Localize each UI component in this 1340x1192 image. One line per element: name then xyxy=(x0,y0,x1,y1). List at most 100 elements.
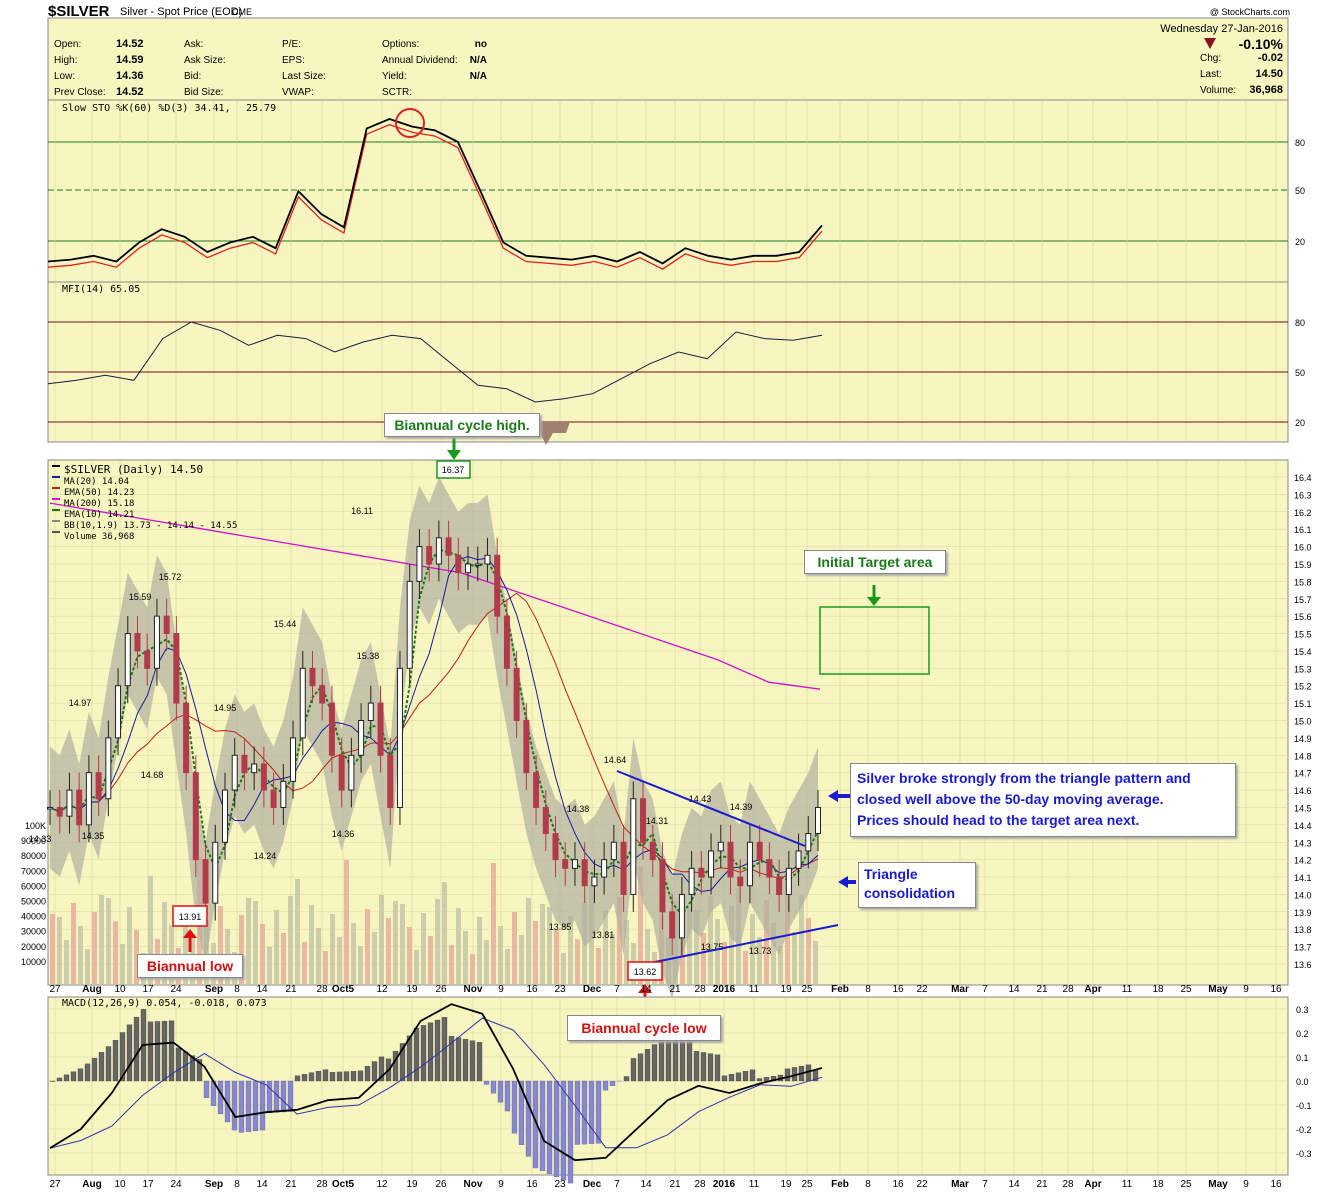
candle-body xyxy=(348,754,355,791)
x-axis-label: Mar xyxy=(951,1179,969,1190)
volume-bar xyxy=(442,882,447,984)
volume-bar xyxy=(64,940,69,984)
volume-bar xyxy=(295,879,300,984)
x-axis-label: 7 xyxy=(982,984,988,995)
macd-histogram-bar xyxy=(91,1057,98,1082)
candle-body xyxy=(503,615,510,669)
volume-bar xyxy=(533,921,538,984)
x-axis-label: 18 xyxy=(1152,1179,1164,1190)
stat-label: Last: xyxy=(1200,69,1222,80)
x-axis-label: 14 xyxy=(1008,1179,1020,1190)
macd-histogram-bar xyxy=(147,1021,154,1082)
macd-histogram-bar xyxy=(203,1080,210,1098)
macd-histogram-bar xyxy=(742,1071,749,1082)
macd-histogram-bar xyxy=(448,1035,455,1082)
volume-bar xyxy=(505,949,510,984)
candle-body xyxy=(173,633,180,704)
volume-bar xyxy=(491,863,496,984)
candle-body xyxy=(367,702,374,721)
exchange: CME xyxy=(232,7,252,17)
x-axis-label: 19 xyxy=(780,984,792,995)
x-axis-label: 12 xyxy=(376,984,388,995)
macd-histogram-bar xyxy=(560,1080,567,1181)
volume-bar xyxy=(239,915,244,984)
candle-body xyxy=(659,859,666,913)
candle-body xyxy=(76,789,83,826)
candle-body xyxy=(533,772,540,808)
stat-value: no xyxy=(475,39,487,50)
info-panel xyxy=(47,17,1289,101)
mfi-label: MFI(14) 65.05 xyxy=(62,284,140,295)
candle-body xyxy=(56,806,63,817)
sto-panel xyxy=(47,99,1289,283)
price-data-label: 15.38 xyxy=(357,651,380,661)
target-area-box xyxy=(819,606,930,675)
x-axis-label: 27 xyxy=(49,984,61,995)
macd-histogram-bar xyxy=(623,1076,630,1082)
price-tick-label: 13.7 xyxy=(1294,943,1312,953)
x-axis-label: 22 xyxy=(916,1179,928,1190)
price-tick-label: 13.8 xyxy=(1294,925,1312,935)
volume-bar xyxy=(561,953,566,984)
triangle-lower-line xyxy=(649,924,839,964)
macd-histogram-bar xyxy=(357,1070,364,1082)
macd-histogram-bar xyxy=(168,1020,175,1082)
candle-body xyxy=(358,720,365,756)
macd-histogram-bar xyxy=(665,1038,672,1082)
macd-histogram-bar xyxy=(420,1025,427,1082)
x-axis-label: Aug xyxy=(82,1179,101,1190)
x-axis-label: 8 xyxy=(234,1179,240,1190)
candle-body xyxy=(309,667,316,687)
price-tick-label: 14.8 xyxy=(1294,751,1312,761)
price-tick-label: 15.3 xyxy=(1294,664,1312,674)
candle-body xyxy=(708,850,715,878)
initial-target-note: Initial Target area xyxy=(804,550,946,574)
target-arrowhead-icon xyxy=(867,597,881,606)
candle-body xyxy=(115,685,122,739)
volume-bar xyxy=(113,921,118,984)
legend-swatch xyxy=(52,509,60,511)
macd-histogram-bar xyxy=(238,1080,245,1133)
volume-bar xyxy=(512,912,517,984)
price-tick-label: 14.1 xyxy=(1294,873,1312,883)
price-tick-label: 16.1 xyxy=(1294,525,1312,535)
macd-histogram-bar xyxy=(98,1052,105,1082)
macd-histogram-bar xyxy=(392,1050,399,1082)
candle-body xyxy=(494,554,501,617)
low-value-box xyxy=(172,905,208,927)
legend-swatch xyxy=(52,531,60,533)
down-arrow-icon xyxy=(1204,38,1216,49)
macd-histogram-bar xyxy=(784,1068,791,1082)
volume-bar xyxy=(729,905,734,984)
watermark: @ StockCharts.com xyxy=(1210,7,1290,17)
macd-histogram-bar xyxy=(294,1075,301,1082)
x-axis-label: Dec xyxy=(583,1179,602,1190)
macd-histogram-bar xyxy=(546,1080,553,1175)
peak-circle-marker xyxy=(395,108,425,138)
macd-histogram-bar xyxy=(399,1043,406,1082)
price-tick-label: 15.4 xyxy=(1294,647,1312,657)
macd-histogram-bar xyxy=(532,1080,539,1169)
macd-label: MACD(12,26,9) 0.054, -0.018, 0.073 xyxy=(62,998,267,1009)
x-axis-label: 7 xyxy=(982,1179,988,1190)
candle-body xyxy=(319,685,326,704)
x-axis-label: May xyxy=(1208,984,1228,995)
macd-tick-label: 0.0 xyxy=(1296,1077,1309,1087)
sto-k-line xyxy=(47,118,823,265)
macd-tick-label: -0.3 xyxy=(1296,1149,1312,1159)
volume-bar xyxy=(183,911,188,984)
triangle-upper-line xyxy=(616,770,806,847)
volume-bar xyxy=(498,926,503,984)
volume-bar xyxy=(106,898,111,984)
x-axis-label: 19 xyxy=(406,984,418,995)
x-axis-label: 18 xyxy=(1152,984,1164,995)
x-axis-label: 7 xyxy=(614,1179,620,1190)
volume-bar xyxy=(638,866,643,984)
macd-histogram-bar xyxy=(329,1072,336,1082)
candle-body xyxy=(290,737,297,782)
macd-histogram-bar xyxy=(259,1080,266,1131)
legend-entry: EMA(50) 14.23 xyxy=(64,488,134,498)
price-tick-label: 14.2 xyxy=(1294,856,1312,866)
macd-histogram-bar xyxy=(308,1072,315,1082)
